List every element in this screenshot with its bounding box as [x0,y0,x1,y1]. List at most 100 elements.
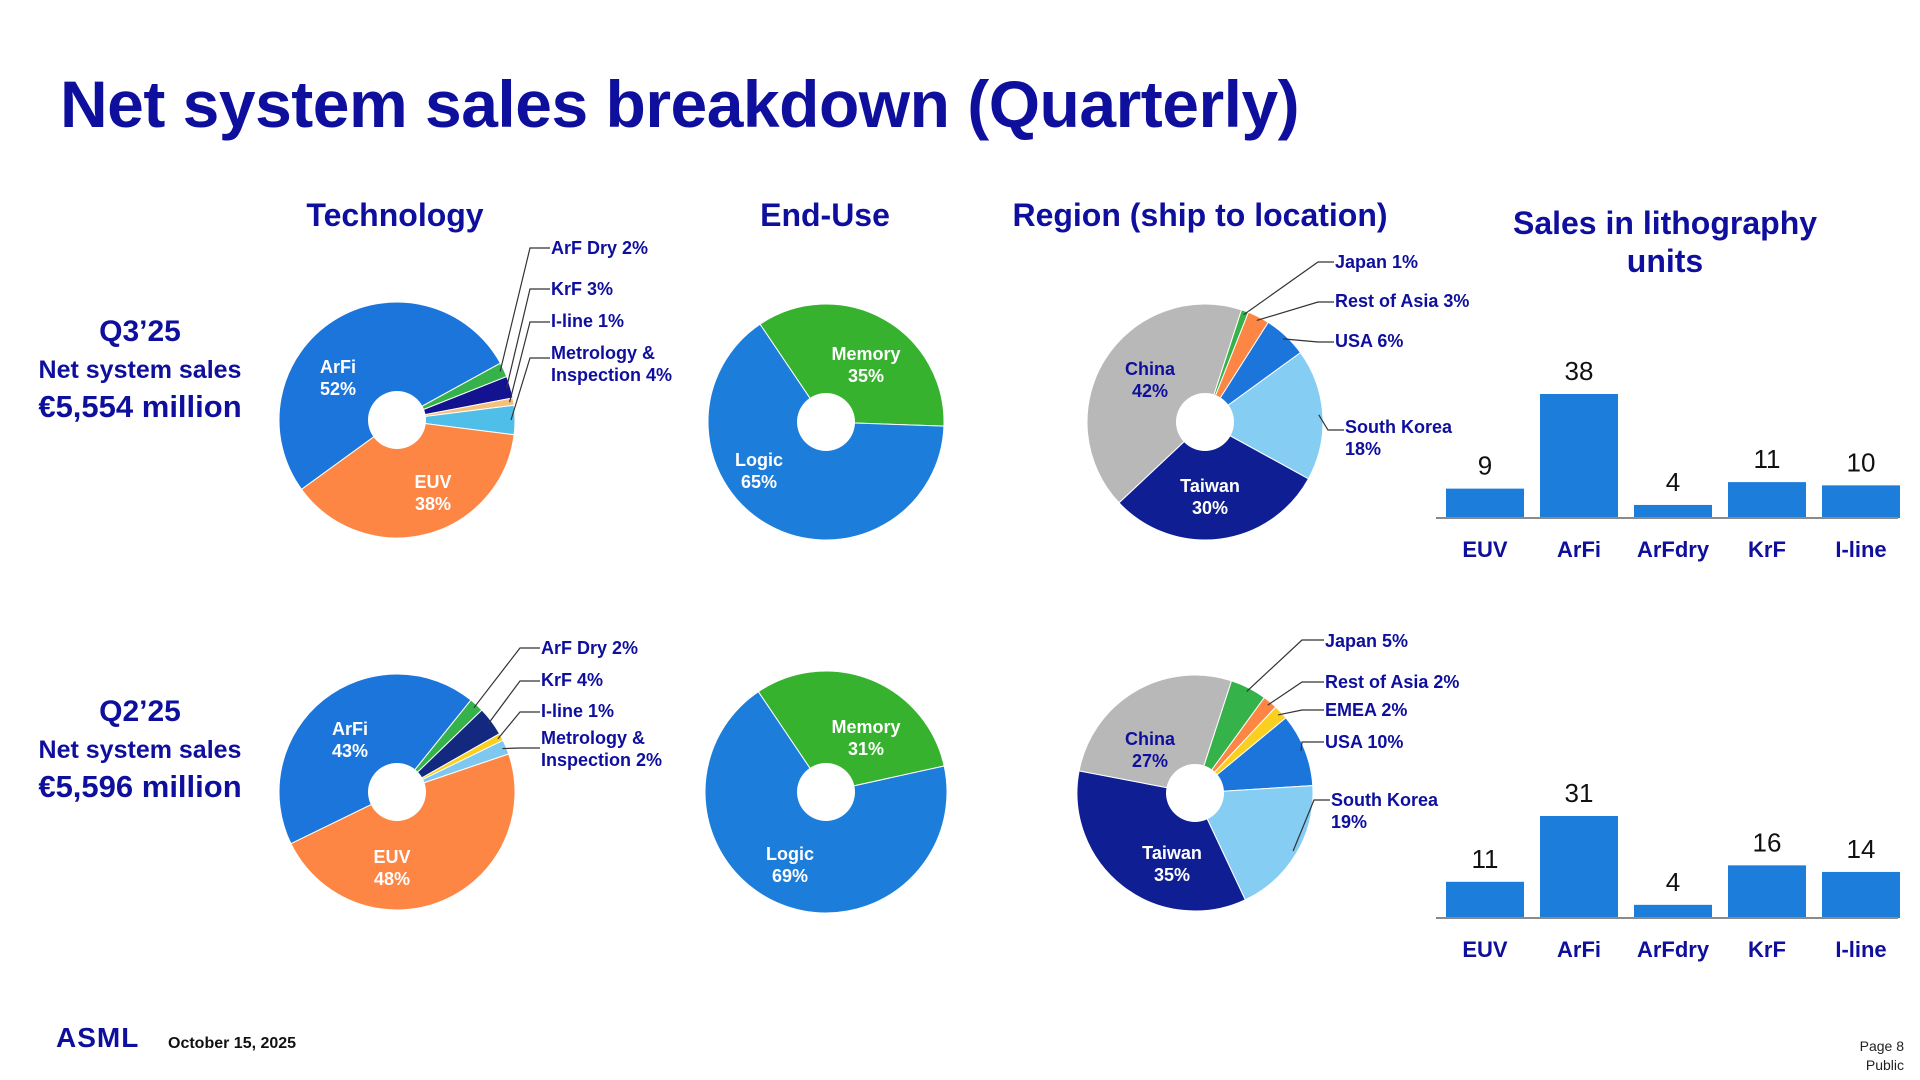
callout-label-rest-of-asia: Rest of Asia 3% [1335,291,1469,311]
pie-chart-region-q3: Japan 1% Rest of Asia 3% USA 6% South Korea… [1086,252,1469,541]
slice-label-euv: EUV 48% [373,847,410,889]
slice-label-logic: Logic 65% [735,450,783,492]
quarter-label: Q3’25 [99,315,181,348]
callout-label-south-korea: South Korea 19% [1331,790,1439,832]
donut-hole [368,763,426,821]
pie-slice-south-korea [1204,351,1324,480]
callout-label-i-line: I-line 1% [551,311,624,331]
header-litho: Sales in lithography units [1460,204,1870,280]
category-label-arfi: ArFi [1557,537,1601,562]
slice-label-euv: EUV 38% [414,472,451,514]
slice-label-memory: Memory 35% [831,344,900,386]
quarter-subtitle: Net system sales [38,356,242,384]
category-label-arfi: ArFi [1557,937,1601,962]
callout-label-emea: EMEA 2% [1325,700,1407,720]
bar-krf [1728,482,1806,518]
callout-label-arf-dry: ArF Dry 2% [551,238,648,258]
pie-slice-memory [759,303,945,427]
pie-slice-south-korea [1194,785,1314,901]
callout-label-i-line: I-line 1% [541,701,614,721]
pie-chart-technology-q2: ArFi 43% ArF Dry 2% KrF 4% I-line 1% Metrolog… [278,638,662,911]
bar-euv [1446,881,1524,918]
pie-chart-region-q2: Japan 5% Rest of Asia 2% EMEA 2% USA 10% Sou… [1076,631,1459,912]
callout-line-krf [505,288,550,389]
classification: Public [1865,1057,1904,1073]
callout-label-japan: Japan 1% [1335,252,1418,272]
slice-label-arfi: ArFi 43% [332,719,368,761]
header-technology: Technology [306,197,484,233]
category-label-i-line: I-line [1835,937,1886,962]
bar-krf [1728,865,1806,918]
bar-value-label: 4 [1666,867,1680,897]
callout-line-usa [1282,338,1334,343]
category-label-euv: EUV [1462,937,1508,962]
callout-line-rest-of-asia [1267,681,1324,706]
callout-label-arf-dry: ArF Dry 2% [541,638,638,658]
callout-line-rest-of-asia [1256,301,1334,321]
asml-logo: ASML [56,1022,140,1053]
bar-value-label: 11 [1472,844,1499,874]
bar-arfdry [1634,904,1712,918]
pie-chart-enduse-q2: Memory 31% Logic 69% [704,670,948,914]
category-label-euv: EUV [1462,537,1508,562]
bar-arfi [1540,816,1618,918]
pie-slice-euv [300,419,515,539]
callout-line-metrology-and-inspection [510,357,550,421]
header-litho-line1: Sales in lithography [1512,205,1818,241]
quarter-value: €5,554 million [38,389,242,424]
callout-line-usa [1300,741,1324,752]
category-label-arfdry: ArFdry [1637,537,1710,562]
slice-label-taiwan: Taiwan 35% [1142,843,1202,885]
pie-slice-china [1086,303,1243,504]
callout-label-krf: KrF 3% [551,279,613,299]
bar-value-label: 38 [1565,356,1594,386]
bar-arfdry [1634,504,1712,518]
category-label-krf: KrF [1748,537,1786,562]
pie-slice-taiwan [1118,421,1310,541]
bar-arfi [1540,394,1618,518]
callout-line-japan [1246,639,1324,692]
bar-value-label: 11 [1754,444,1781,474]
slice-label-logic: Logic 69% [766,844,814,886]
bar-value-label: 10 [1847,447,1876,477]
header-region: Region (ship to location) [1012,197,1388,233]
donut-hole [1176,393,1234,451]
donut-hole [797,763,855,821]
bar-chart-litho-units-q2: 11 EUV 31 ArFi 4 ArFdry 16 KrF 14 I-line [1436,778,1900,962]
callout-label-japan: Japan 5% [1325,631,1408,651]
slice-label-taiwan: Taiwan 30% [1180,476,1240,518]
bar-chart-litho-units-q3: 9 EUV 38 ArFi 4 ArFdry 11 KrF 10 I-line [1436,356,1900,562]
bar-value-label: 16 [1753,827,1782,857]
pie-slice-usa [1193,717,1314,794]
quarter-block-q3: Q3’25 Net system sales €5,554 million [20,312,260,426]
footer-page: Page 8 Public [1860,1037,1904,1075]
pie-slice-arfi [278,673,472,845]
quarter-value: €5,596 million [38,769,242,804]
slice-label-memory: Memory 31% [831,717,900,759]
callout-line-arf-dry [499,247,550,372]
category-label-krf: KrF [1748,937,1786,962]
page-title: Net system sales breakdown (Quarterly) [60,67,1300,141]
category-label-i-line: I-line [1835,537,1886,562]
callout-line-i-line [509,321,550,403]
slice-label-china: China 42% [1125,359,1176,401]
callout-line-japan [1243,261,1334,316]
bar-value-label: 4 [1666,467,1680,497]
slice-label-arfi: ArFi 52% [320,357,356,399]
page-number: Page 8 [1859,1038,1904,1054]
header-end-use: End-Use [760,197,890,233]
callout-label-metrology-and-inspection: Metrology & Inspection 2% [541,728,662,770]
donut-hole [368,391,426,449]
quarter-block-q2: Q2’25 Net system sales €5,596 million [20,692,260,806]
callout-line-south-korea [1292,799,1330,852]
category-label-arfdry: ArFdry [1637,937,1710,962]
quarter-label: Q2’25 [99,695,181,728]
callout-line-south-korea [1318,414,1344,431]
donut-hole [1166,764,1224,822]
callout-label-usa: USA 10% [1325,732,1403,752]
callout-line-krf [487,680,540,725]
bar-value-label: 14 [1847,834,1876,864]
bar-value-label: 9 [1478,451,1492,481]
callout-label-rest-of-asia: Rest of Asia 2% [1325,672,1459,692]
